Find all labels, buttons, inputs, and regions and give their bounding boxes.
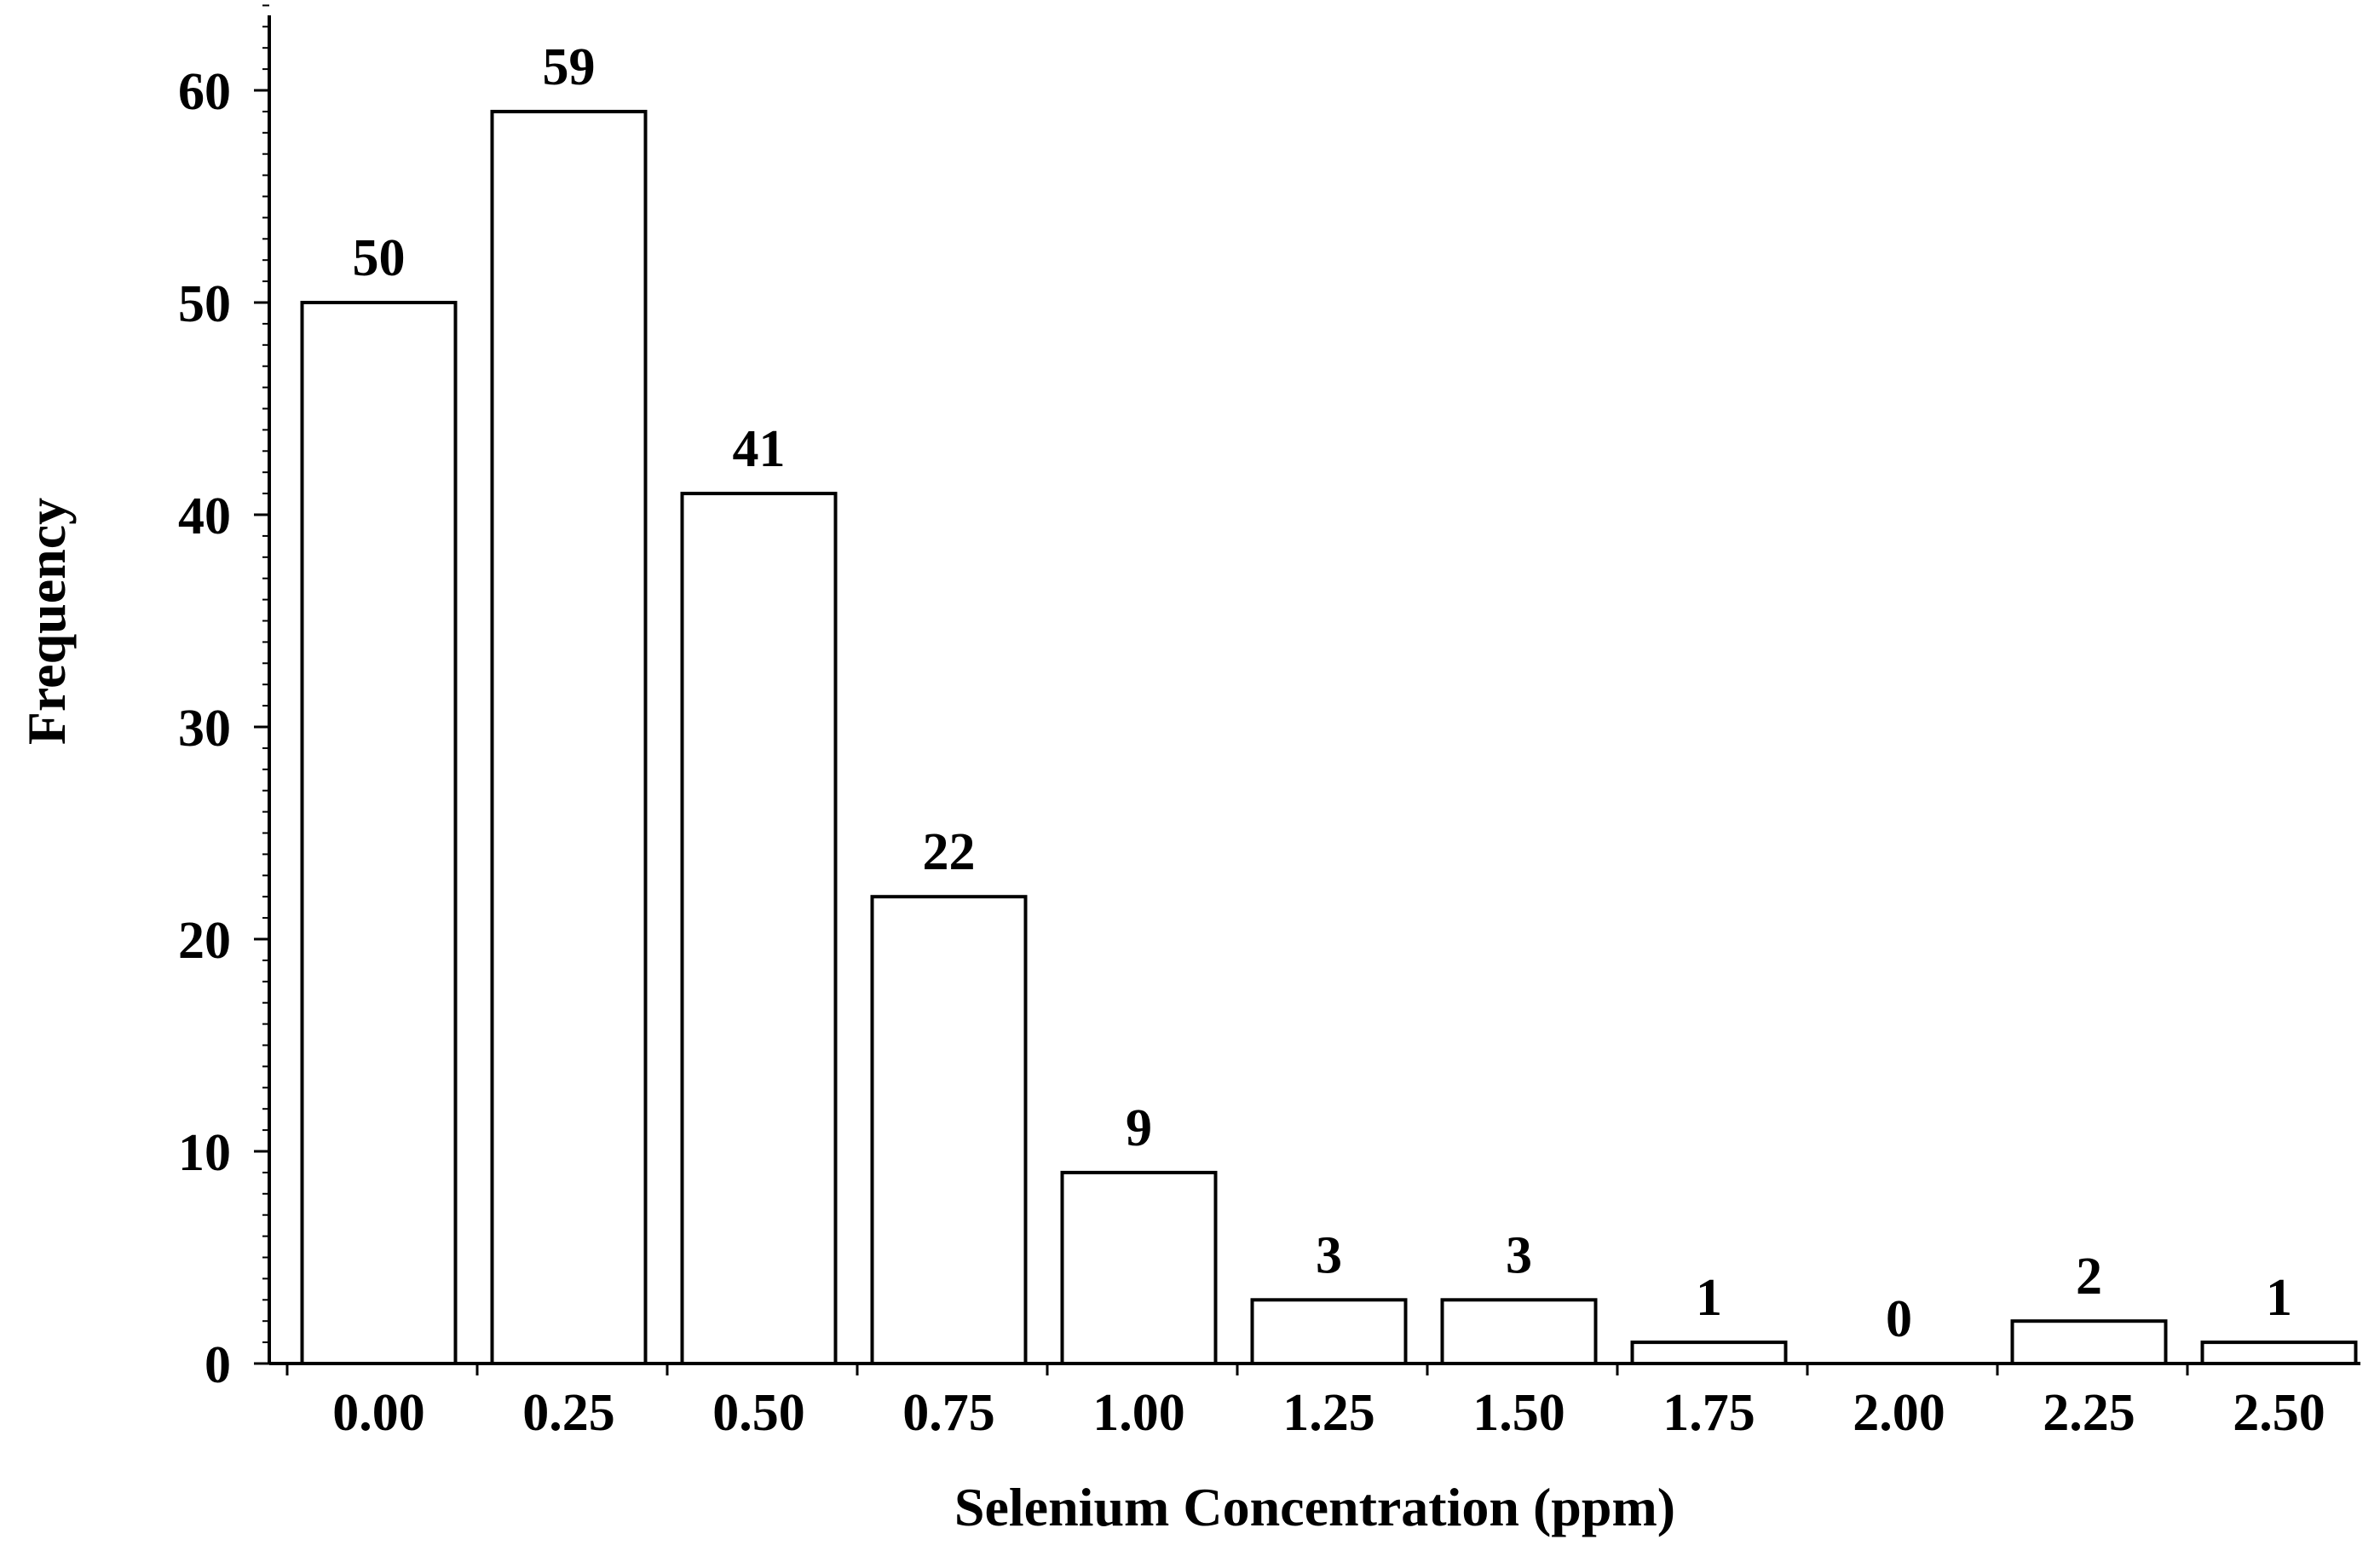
bar-1.00 (1060, 1170, 1218, 1366)
data-label-1.75: 1 (1696, 1269, 1722, 1327)
y-axis-ticks (254, 89, 269, 1365)
x-tick-label-2.50: 2.50 (2233, 1384, 2325, 1442)
bar-0.50 (680, 492, 838, 1365)
data-label-1.50: 3 (1506, 1226, 1532, 1284)
data-label-0.50: 41 (733, 420, 786, 478)
bar-0.75 (870, 895, 1028, 1365)
y-tick-labels-group: 0 10 20 30 40 50 60 (178, 63, 231, 1394)
x-tick-label-1.25: 1.25 (1282, 1384, 1375, 1442)
x-tick-label-1.50: 1.50 (1472, 1384, 1565, 1442)
bar-0.25 (490, 109, 648, 1365)
data-label-0.25: 59 (543, 38, 596, 96)
data-label-1.00: 9 (1126, 1099, 1152, 1157)
data-label-0.75: 22 (923, 823, 976, 881)
y-tick-label: 50 (178, 275, 231, 333)
x-axis-title: Selenium Concentration (ppm) (954, 1477, 1675, 1537)
y-tick-label: 60 (178, 63, 231, 121)
x-tick-label-0.75: 0.75 (902, 1384, 995, 1442)
data-label-0.00: 50 (353, 229, 406, 287)
x-tick-label-1.00: 1.00 (1092, 1384, 1185, 1442)
y-tick-label: 20 (178, 912, 231, 970)
y-tick-label: 30 (178, 700, 231, 758)
data-label-1.25: 3 (1316, 1226, 1342, 1284)
x-tick-labels-group: 0.00 0.25 0.50 0.75 1.00 1.25 1.50 1.75 2.00 2.25… (332, 1384, 2325, 1442)
bar-2.25 (2010, 1319, 2168, 1365)
y-tick-label: 0 (205, 1336, 231, 1394)
x-axis-ticks (285, 1364, 2189, 1375)
data-label-2.00: 0 (1886, 1290, 1912, 1348)
x-tick-label-2.00: 2.00 (1853, 1384, 1945, 1442)
data-label-2.25: 2 (2076, 1248, 2102, 1306)
bar-1.50 (1440, 1298, 1598, 1366)
x-tick-label-2.25: 2.25 (2043, 1384, 2135, 1442)
bar-1.25 (1250, 1298, 1408, 1366)
x-tick-label-1.75: 1.75 (1663, 1384, 1755, 1442)
y-axis-title: Frequency (16, 498, 77, 745)
bar-0.00 (300, 301, 458, 1365)
bar-2.50 (2200, 1341, 2358, 1365)
data-label-2.50: 1 (2266, 1269, 2292, 1327)
x-tick-label-0.25: 0.25 (522, 1384, 615, 1442)
y-tick-label: 10 (178, 1124, 231, 1182)
x-tick-label-0.00: 0.00 (332, 1384, 425, 1442)
data-labels-group: 50 59 41 22 9 3 3 1 0 2 1 (353, 38, 2293, 1348)
bar-1.75 (1630, 1341, 1788, 1365)
y-tick-label: 40 (178, 487, 231, 545)
bars-group (300, 109, 2358, 1366)
x-tick-label-0.50: 0.50 (712, 1384, 805, 1442)
